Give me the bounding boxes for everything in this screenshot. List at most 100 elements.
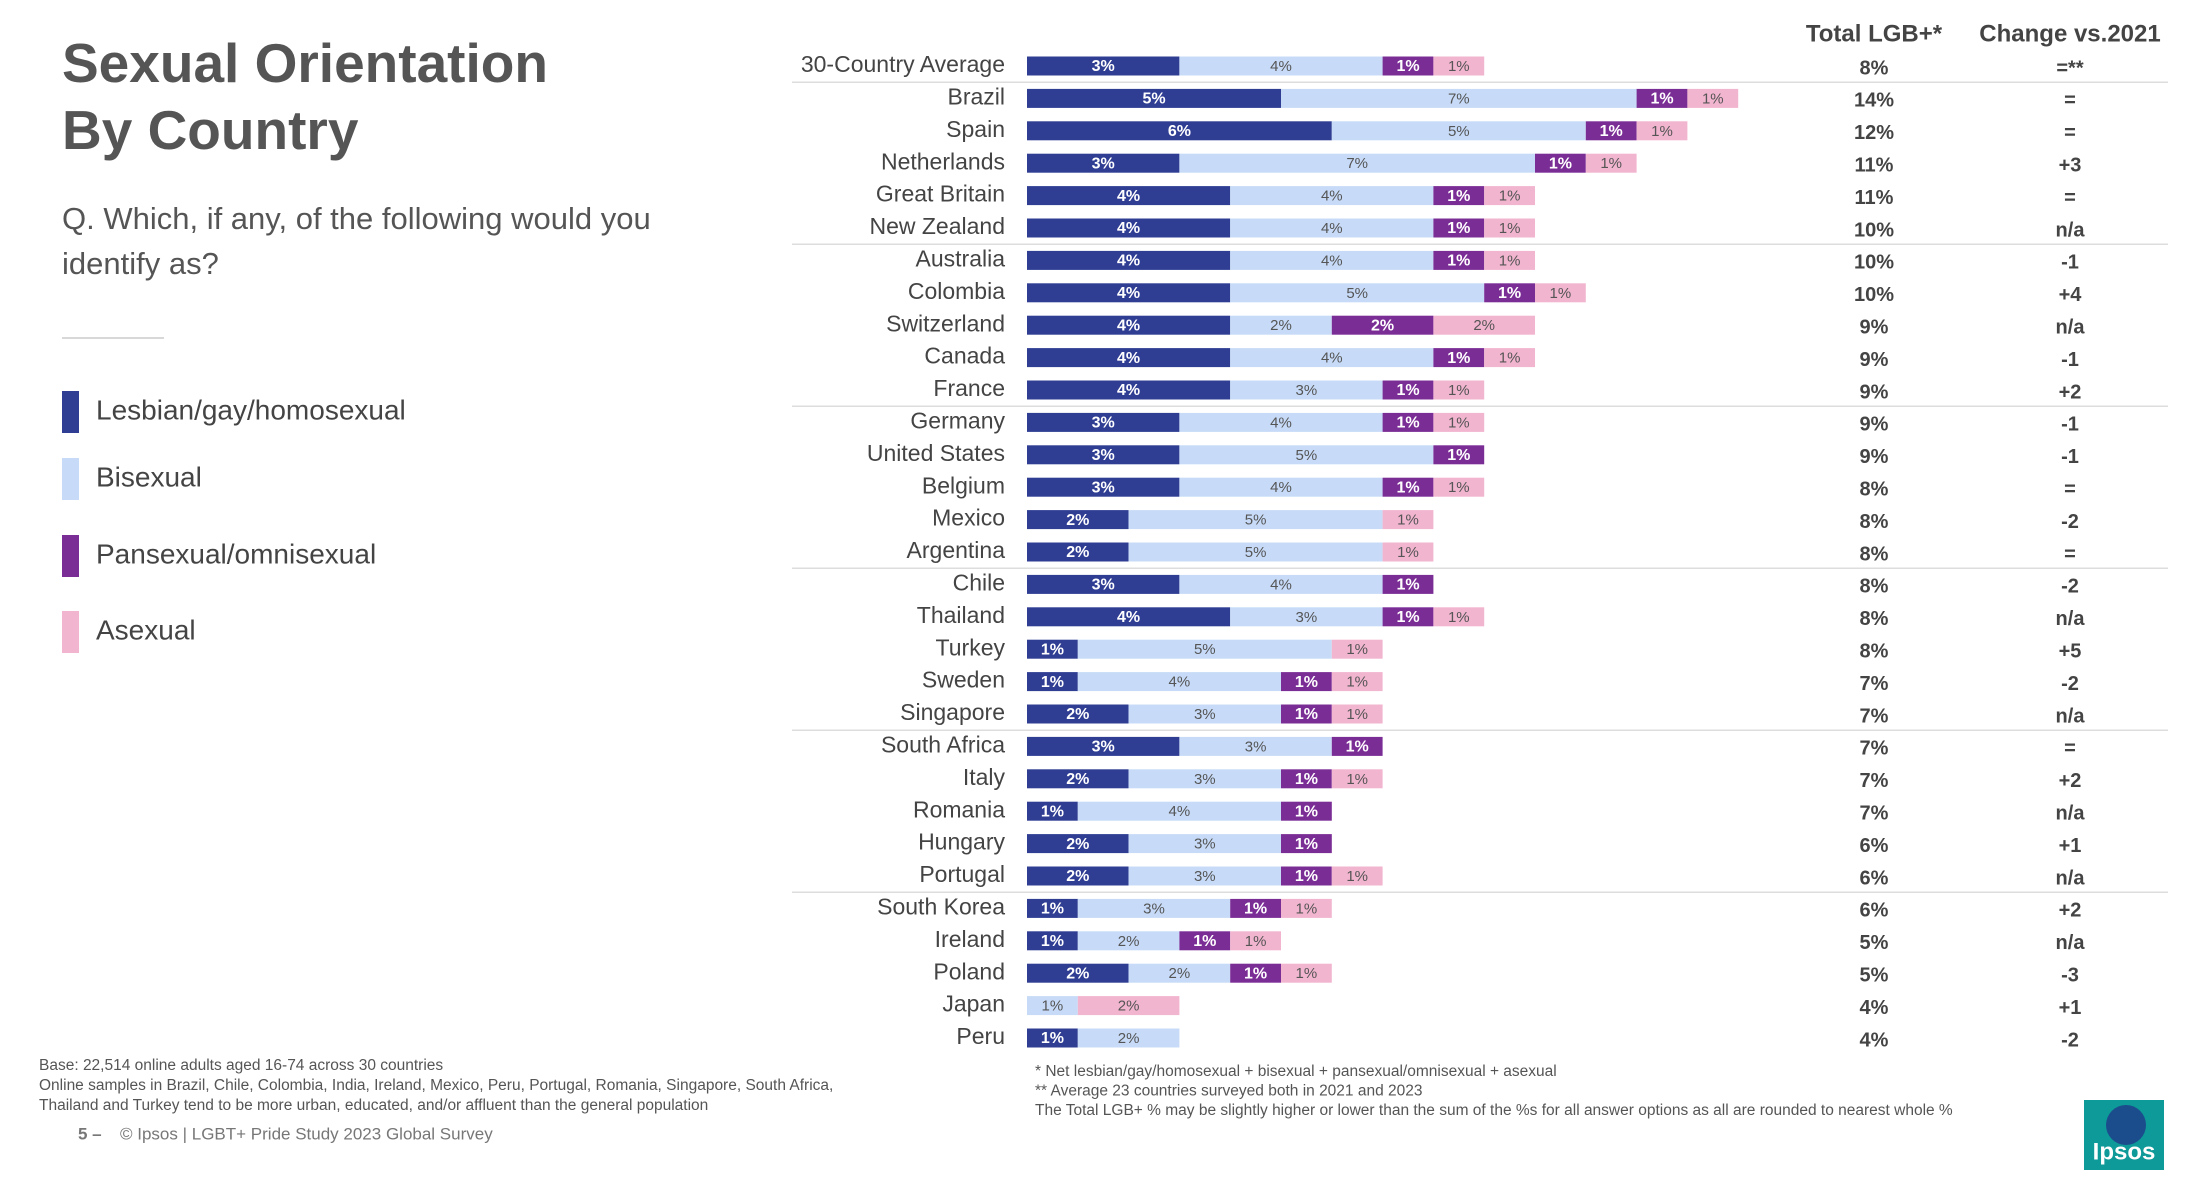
- bar-segment: [1027, 996, 1078, 1016]
- category-label: New Zealand: [869, 213, 1005, 239]
- category-label: Turkey: [936, 634, 1006, 660]
- value-label: 3%: [1194, 771, 1216, 788]
- bar-segment: [1382, 56, 1434, 76]
- category-label: Japan: [942, 991, 1005, 1017]
- bar-segment: [1077, 639, 1332, 659]
- column-value: 5%: [1860, 964, 1889, 986]
- column-value: -1: [2061, 252, 2079, 274]
- value-label: 1%: [1396, 609, 1419, 626]
- bar-segment: [1433, 56, 1485, 76]
- column-header: Total LGB+*: [1806, 20, 1943, 47]
- bar-segment: [1433, 315, 1535, 335]
- column-value: n/a: [2056, 608, 2086, 630]
- bar-segment: [1027, 380, 1231, 400]
- bar-segment: [1331, 315, 1434, 335]
- bar-segment: [1331, 672, 1383, 692]
- value-label: 1%: [1041, 901, 1064, 918]
- bar-segment: [1230, 186, 1434, 206]
- category-label: Germany: [910, 407, 1005, 433]
- bar-segment: [1077, 996, 1180, 1016]
- bar-segment: [1281, 88, 1637, 108]
- column-value: 9%: [1860, 316, 1889, 338]
- value-label: 4%: [1169, 803, 1191, 820]
- value-label: 1%: [1448, 414, 1470, 431]
- value-label: 4%: [1270, 414, 1292, 431]
- column-value: =: [2064, 187, 2076, 209]
- value-label: 4%: [1117, 188, 1140, 205]
- bar-segment: [1281, 801, 1332, 821]
- column-value: 8%: [1860, 57, 1889, 79]
- value-label: 1%: [1448, 382, 1470, 399]
- bar-segment: [1484, 186, 1535, 206]
- bar-segment: [1484, 348, 1535, 368]
- legend-swatch: [62, 458, 79, 500]
- legend-swatch: [62, 535, 79, 577]
- bar-segment: [1230, 315, 1332, 335]
- value-label: 2%: [1473, 317, 1495, 334]
- category-label: Romania: [913, 796, 1005, 822]
- column-value: n/a: [2056, 932, 2086, 954]
- value-label: 1%: [1396, 577, 1419, 594]
- value-label: 1%: [1396, 58, 1419, 75]
- bar-segment: [1484, 218, 1535, 238]
- column-value: 7%: [1860, 770, 1889, 792]
- bar-segment: [1027, 931, 1078, 951]
- value-label: 3%: [1143, 900, 1165, 917]
- value-label: 5%: [1346, 285, 1368, 302]
- value-label: 1%: [1448, 609, 1470, 626]
- bar-segment: [1027, 607, 1231, 627]
- column-value: n/a: [2056, 867, 2086, 889]
- category-label: South Korea: [877, 893, 1005, 919]
- bar-segment: [1433, 477, 1485, 497]
- category-label: Switzerland: [886, 310, 1005, 336]
- value-label: 4%: [1321, 350, 1343, 367]
- bar-segment: [1535, 153, 1586, 173]
- value-label: 1%: [1296, 900, 1318, 917]
- bar-segment: [1331, 769, 1383, 789]
- bar-segment: [1230, 283, 1485, 303]
- category-label: Poland: [933, 958, 1005, 984]
- column-value: 7%: [1860, 673, 1889, 695]
- bar-segment: [1382, 510, 1434, 530]
- bar-segment: [1179, 445, 1434, 465]
- value-label: 2%: [1066, 512, 1089, 529]
- value-label: 1%: [1041, 1030, 1064, 1047]
- column-value: =**: [2056, 57, 2083, 79]
- category-label: Hungary: [918, 829, 1005, 855]
- logo: Ipsos: [2084, 1100, 2164, 1170]
- bar-segment: [1179, 477, 1383, 497]
- bar-segment: [1331, 121, 1586, 141]
- bar-segment: [1027, 574, 1180, 594]
- column-value: -2: [2061, 1029, 2079, 1051]
- value-label: 4%: [1321, 252, 1343, 269]
- bar-segment: [1585, 153, 1637, 173]
- column-value: 6%: [1860, 835, 1889, 857]
- value-label: 5%: [1296, 447, 1318, 464]
- bar-segment: [1027, 672, 1078, 692]
- bar-segment: [1535, 283, 1586, 303]
- bar-segment: [1636, 121, 1688, 141]
- column-value: -3: [2061, 964, 2079, 986]
- bar-segment: [1230, 218, 1434, 238]
- category-label: France: [933, 375, 1005, 401]
- value-label: 1%: [1498, 285, 1521, 302]
- value-label: 2%: [1118, 998, 1140, 1015]
- bar-segment: [1027, 639, 1078, 659]
- category-label: 30-Country Average: [801, 51, 1005, 77]
- value-label: 1%: [1041, 803, 1064, 820]
- bar-segment: [1687, 88, 1739, 108]
- column-value: 5%: [1860, 932, 1889, 954]
- value-label: 3%: [1092, 447, 1115, 464]
- bar-segment: [1128, 704, 1281, 724]
- bar-segment: [1636, 88, 1688, 108]
- bar-segment: [1433, 380, 1485, 400]
- value-label: 5%: [1245, 544, 1267, 561]
- bar-segment: [1027, 542, 1129, 562]
- bar-segment: [1077, 1028, 1180, 1048]
- bar-segment: [1027, 898, 1078, 918]
- column-value: 8%: [1860, 576, 1889, 598]
- value-label: 1%: [1041, 933, 1064, 950]
- bar-segment: [1027, 218, 1231, 238]
- bar-segment: [1331, 866, 1383, 886]
- value-label: 2%: [1066, 965, 1089, 982]
